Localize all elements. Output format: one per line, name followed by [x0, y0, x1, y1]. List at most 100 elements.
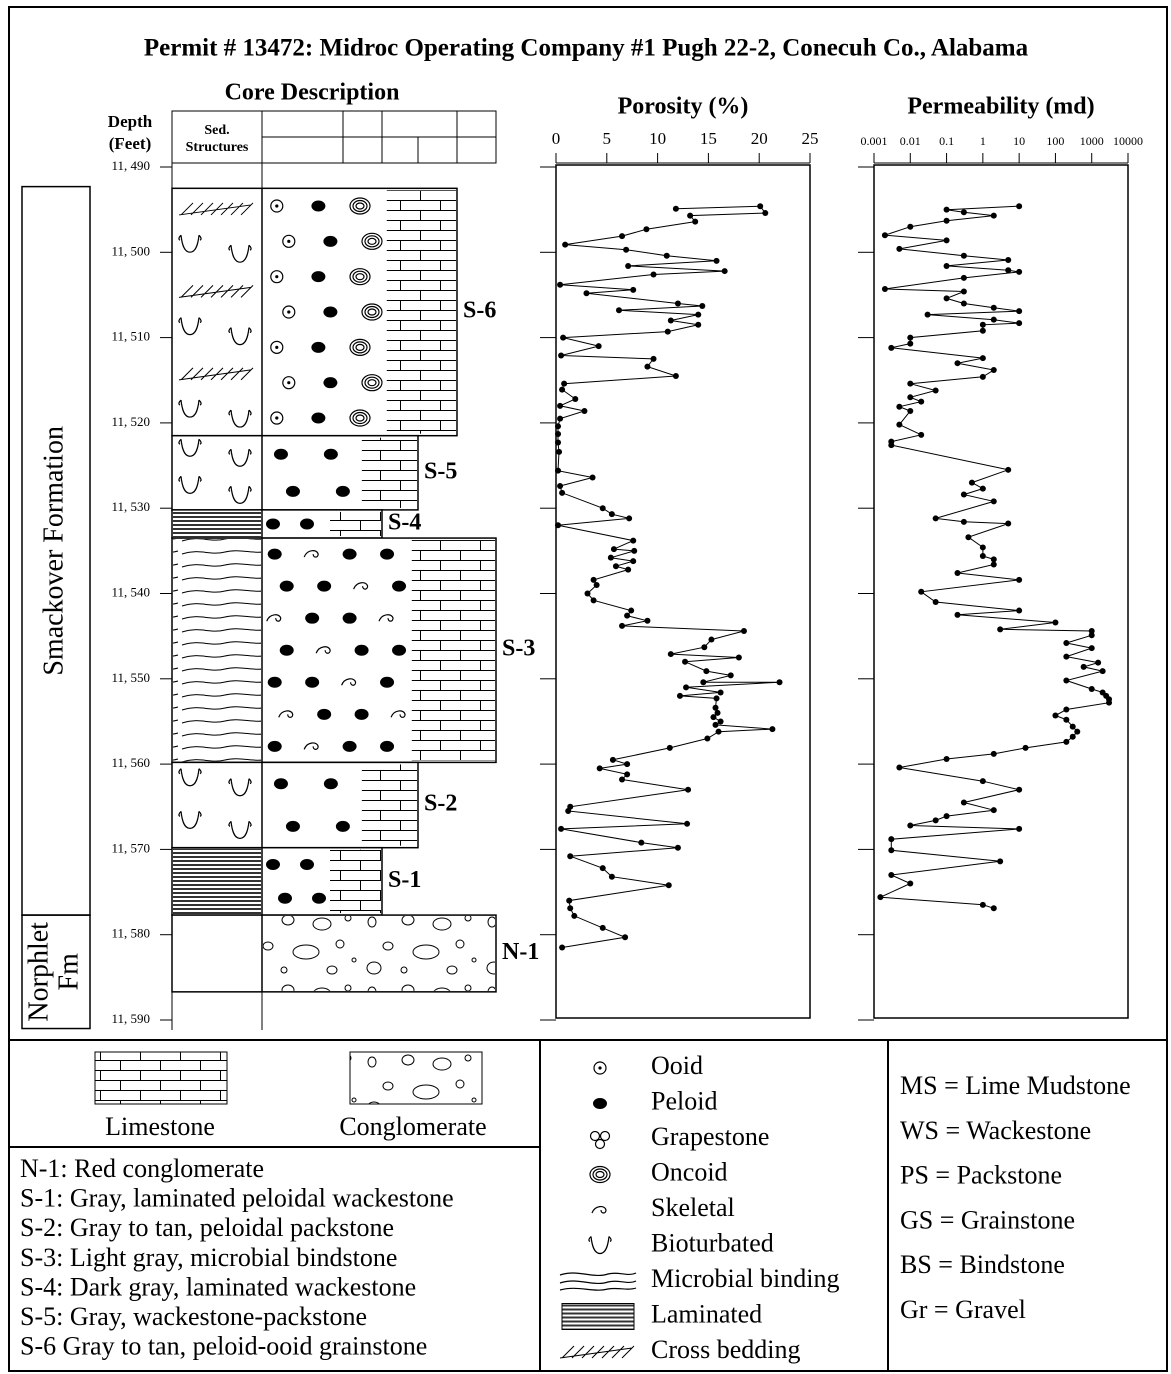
unit-description: N-1: Red conglomerate	[20, 1154, 264, 1183]
laminated-symbol	[562, 1304, 634, 1330]
x-tick-label: 10	[1013, 134, 1025, 148]
log-point	[961, 799, 967, 805]
log-point	[682, 659, 688, 665]
log-point	[1005, 267, 1011, 273]
microbial-stroke	[560, 1273, 636, 1290]
log-point	[611, 546, 617, 552]
log-point	[722, 268, 728, 274]
peloid-symbol	[286, 821, 300, 832]
limestone-fill	[330, 512, 381, 536]
lithology-label: Conglomerate	[339, 1112, 486, 1141]
grape	[601, 1132, 610, 1141]
log-point	[675, 300, 681, 306]
log-point	[944, 207, 950, 213]
symbol-label: Oncoid	[651, 1157, 728, 1186]
log-point	[933, 515, 939, 521]
peloid-dot	[280, 581, 294, 592]
log-point	[692, 219, 698, 225]
log-point	[567, 853, 573, 859]
peloid-dot	[286, 821, 300, 832]
log-point	[1052, 712, 1058, 718]
peloid-dot	[311, 200, 325, 211]
symbol-label: Skeletal	[651, 1193, 735, 1222]
log-point	[907, 408, 913, 414]
log-point	[980, 778, 986, 784]
log-point	[907, 335, 913, 341]
log-point	[1063, 707, 1069, 713]
log-point	[933, 817, 939, 823]
peloid-dot	[355, 709, 369, 720]
log-point	[1089, 686, 1095, 692]
drawing-layer: 11, 49011, 50011, 51011, 52011, 53011, 5…	[20, 94, 1143, 1364]
formation-name: Smackover Formation	[38, 426, 69, 676]
formation-name: Norphlet	[23, 922, 54, 1022]
log-point	[591, 577, 597, 583]
x-tick-label: 0.1	[939, 134, 954, 148]
log-point	[961, 275, 967, 281]
log-point	[777, 679, 783, 685]
log-line	[558, 206, 780, 947]
peloid-dot	[311, 271, 325, 282]
peloid-dot	[280, 645, 294, 656]
log-point	[991, 905, 997, 911]
log-point	[562, 242, 568, 248]
abbreviation: MS = Lime Mudstone	[900, 1071, 1131, 1100]
log-point	[961, 300, 967, 306]
log-point	[667, 745, 673, 751]
log-point	[991, 556, 997, 562]
log-point	[630, 538, 636, 544]
log-point	[613, 563, 619, 569]
abbreviation: Gr = Gravel	[900, 1295, 1026, 1324]
peloid-symbol	[323, 236, 337, 247]
log-point	[762, 210, 768, 216]
log-point	[944, 813, 950, 819]
log-point	[907, 823, 913, 829]
log-point	[757, 203, 763, 209]
log-point	[718, 689, 724, 695]
x-tick-label: 20	[751, 129, 768, 148]
log-point	[572, 396, 578, 402]
log-point	[584, 591, 590, 597]
peloid-symbol	[355, 709, 369, 720]
peloid-symbol	[274, 778, 288, 789]
log-point	[991, 367, 997, 373]
core-title: Core Description	[225, 80, 400, 106]
microbial-fill	[173, 539, 261, 761]
ooid-core	[275, 204, 278, 207]
symbol-label: Laminated	[651, 1299, 762, 1328]
log-point	[713, 722, 719, 728]
skeletal-symbol	[592, 1207, 606, 1213]
log-point	[555, 522, 561, 528]
unit-description: S-4: Dark gray, laminated wackestone	[20, 1272, 416, 1301]
peloid-dot	[392, 581, 406, 592]
peloid-dot	[305, 677, 319, 688]
peloid-symbol	[268, 549, 282, 560]
symbol-label: Cross bedding	[651, 1335, 801, 1364]
chart-title: Porosity (%)	[618, 94, 749, 120]
peloid-symbol	[266, 859, 280, 870]
x-tick-label: 1000	[1080, 134, 1104, 148]
log-point	[1063, 739, 1069, 745]
unit-label: S-1	[388, 867, 421, 893]
log-point	[896, 246, 902, 252]
peloid-dot	[300, 518, 314, 529]
log-point	[608, 555, 614, 561]
peloid-symbol	[311, 271, 325, 282]
log-point	[944, 218, 950, 224]
abbreviation: BS = Bindstone	[900, 1250, 1065, 1279]
log-point	[600, 505, 606, 511]
depth-tick-label: 11, 530	[111, 499, 150, 514]
log-point	[888, 345, 894, 351]
peloid-symbol	[286, 486, 300, 497]
depth-tick-label: 11, 550	[111, 670, 150, 685]
peloid-dot	[311, 342, 325, 353]
log-point	[559, 490, 565, 496]
x-tick-label: 15	[700, 129, 717, 148]
peloid-symbol	[300, 859, 314, 870]
peloid-dot	[593, 1098, 607, 1109]
peloid-symbol	[324, 449, 338, 460]
log-point	[980, 553, 986, 559]
log-point	[619, 623, 625, 629]
peloid-symbol	[311, 342, 325, 353]
log-point	[991, 317, 997, 323]
